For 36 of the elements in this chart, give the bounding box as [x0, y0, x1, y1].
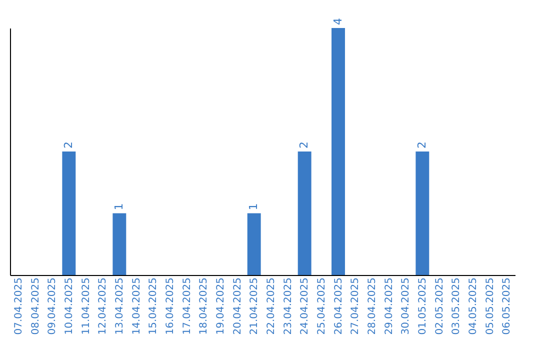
data-label: 1 [112, 203, 126, 210]
x-tick-label: 19.04.2025 [215, 278, 226, 335]
data-label: 2 [62, 142, 75, 148]
x-tick-label: 05.05.2025 [484, 278, 496, 335]
x-tick-label: 15.04.2025 [148, 278, 160, 335]
data-label: 4 [331, 18, 344, 25]
x-tick-label: 26.04.2025 [333, 278, 344, 335]
data-label: 2 [298, 142, 311, 148]
x-tick-label: 16.04.2025 [164, 278, 176, 335]
x-tick-label: 29.04.2025 [384, 278, 395, 335]
x-tick-label: 18.04.2025 [198, 278, 210, 335]
x-tick-label: 22.04.2025 [266, 278, 277, 335]
x-tick-label: 27.04.2025 [350, 278, 362, 335]
x-tick-label: 25.04.2025 [316, 278, 328, 335]
x-tick-label: 21.04.2025 [249, 278, 260, 335]
x-tick-label: 12.04.2025 [98, 278, 109, 335]
x-tick-label: 04.05.2025 [468, 278, 479, 335]
x-tick-label: 20.04.2025 [232, 278, 244, 335]
x-tick-label: 03.05.2025 [451, 278, 462, 335]
x-tick-label: 11.04.2025 [80, 278, 92, 335]
x-tick-label: 30.04.2025 [400, 278, 412, 335]
x-tick-label: 13.04.2025 [114, 278, 126, 335]
x-tick-label: 14.04.2025 [131, 278, 142, 335]
data-label: 2 [415, 142, 428, 148]
x-tick-label: 28.04.2025 [366, 278, 378, 335]
x-tick-label: 17.04.2025 [182, 278, 193, 335]
x-tick-label: 01.05.2025 [417, 278, 428, 335]
data-label: 1 [247, 203, 260, 210]
x-tick-label: 08.04.2025 [30, 278, 42, 335]
x-tick-label: 02.05.2025 [434, 278, 446, 335]
x-tick-label: 07.04.2025 [13, 278, 24, 335]
x-tick-label: 09.04.2025 [47, 278, 58, 335]
x-tick-label: 10.04.2025 [64, 278, 75, 335]
x-tick-label: 06.05.2025 [502, 278, 513, 335]
x-tick-label: 23.04.2025 [282, 278, 294, 335]
x-tick-label: 24.04.2025 [300, 278, 311, 335]
